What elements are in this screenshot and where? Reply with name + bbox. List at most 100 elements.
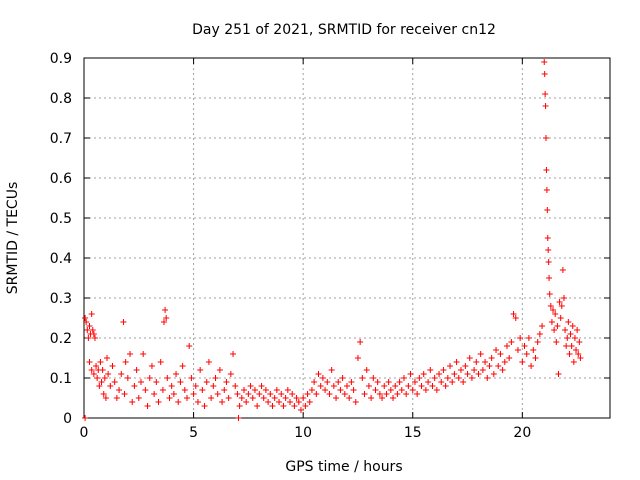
data-point (442, 383, 449, 389)
data-point (542, 91, 549, 97)
data-point (104, 355, 111, 361)
data-point (88, 311, 95, 317)
data-point (460, 379, 467, 385)
data-point (214, 391, 221, 397)
data-point (287, 399, 294, 405)
y-tick-label: 0.8 (50, 91, 72, 107)
data-point (560, 295, 567, 301)
data-point (100, 391, 107, 397)
data-point (447, 363, 454, 369)
x-tick-label: 20 (513, 425, 531, 441)
data-point (210, 383, 217, 389)
data-point (468, 375, 475, 381)
data-point (98, 379, 105, 385)
data-point (297, 407, 304, 413)
data-point (346, 395, 353, 401)
data-point (313, 391, 320, 397)
data-point (216, 367, 223, 373)
data-point (558, 303, 565, 309)
data-point (350, 387, 357, 393)
data-point (542, 103, 549, 109)
data-point (289, 391, 296, 397)
data-point (418, 383, 425, 389)
data-point (219, 399, 226, 405)
data-point (146, 375, 153, 381)
data-point (574, 327, 581, 333)
data-point (550, 307, 557, 313)
data-point (490, 371, 497, 377)
data-point (479, 367, 486, 373)
data-point (107, 383, 114, 389)
data-point (532, 355, 539, 361)
data-point (363, 367, 370, 373)
data-point (422, 387, 429, 393)
data-point (192, 383, 199, 389)
data-point (164, 375, 171, 381)
data-point (328, 367, 335, 373)
data-point (99, 367, 106, 373)
data-point (93, 363, 100, 369)
data-point (203, 379, 210, 385)
data-point (546, 275, 553, 281)
data-point (131, 383, 138, 389)
data-point (555, 371, 562, 377)
data-point (144, 403, 151, 409)
data-point (166, 395, 173, 401)
data-point (398, 387, 405, 393)
x-tick-label: 0 (80, 425, 89, 441)
data-point (543, 135, 550, 141)
data-point (405, 383, 412, 389)
data-point (89, 327, 96, 333)
data-point (243, 399, 250, 405)
data-point (302, 403, 309, 409)
data-point (556, 299, 563, 305)
data-point (471, 367, 478, 373)
x-tick-label: 5 (189, 425, 198, 441)
data-point (508, 339, 515, 345)
data-point (326, 391, 333, 397)
data-point (381, 383, 388, 389)
data-point (101, 375, 108, 381)
data-point (517, 335, 524, 341)
data-point (324, 379, 331, 385)
data-point (484, 375, 491, 381)
data-point (546, 291, 553, 297)
data-point (372, 387, 379, 393)
data-point (433, 387, 440, 393)
data-point (543, 187, 550, 193)
data-point (306, 399, 313, 405)
data-point (565, 319, 572, 325)
chart-title: Day 251 of 2021, SRMTID for receiver cn1… (192, 22, 496, 38)
data-point (271, 395, 278, 401)
y-tick-label: 0.4 (50, 251, 72, 267)
y-tick-label: 0 (63, 411, 72, 427)
data-point (506, 355, 513, 361)
data-point (155, 399, 162, 405)
data-point (438, 379, 445, 385)
data-point (457, 367, 464, 373)
data-point (235, 415, 242, 421)
data-point (503, 343, 510, 349)
data-point (137, 379, 144, 385)
data-point (548, 319, 555, 325)
data-point (304, 391, 311, 397)
data-point (300, 395, 307, 401)
data-point (486, 363, 493, 369)
data-point (575, 351, 582, 357)
x-tick-label: 15 (404, 425, 422, 441)
data-point (223, 379, 230, 385)
data-point (236, 403, 243, 409)
data-point (105, 371, 112, 377)
data-point (477, 351, 484, 357)
data-point (536, 331, 543, 337)
data-point (547, 303, 554, 309)
data-point (96, 383, 103, 389)
data-point (495, 363, 502, 369)
data-point (368, 395, 375, 401)
data-point (311, 379, 318, 385)
data-point (245, 391, 252, 397)
data-point (163, 315, 170, 321)
data-point (390, 395, 397, 401)
data-point (493, 347, 500, 353)
